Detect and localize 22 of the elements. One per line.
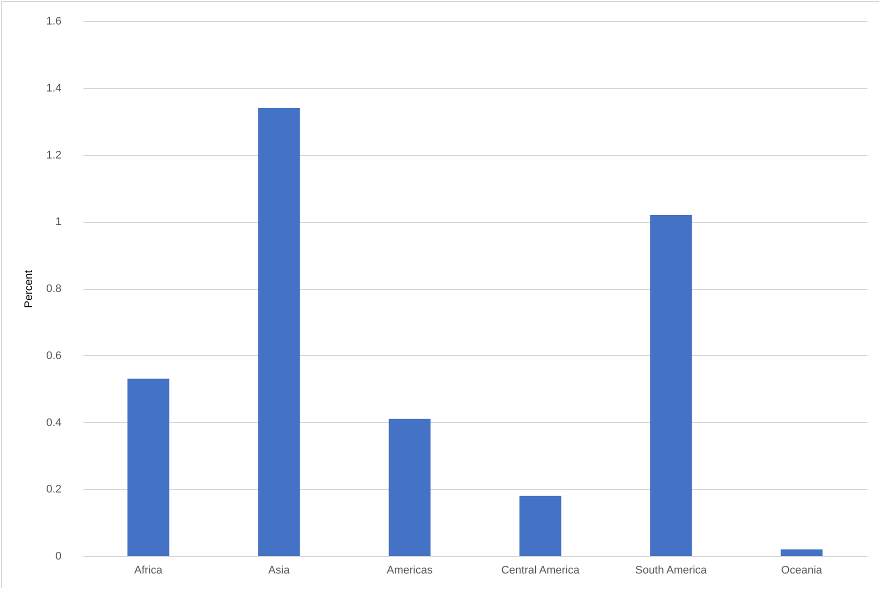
bar	[650, 214, 692, 556]
bar	[388, 418, 431, 556]
bar	[519, 496, 562, 556]
x-tick-label: Americas	[386, 564, 434, 576]
bar	[127, 378, 170, 556]
x-tick-label: Oceania	[781, 564, 824, 576]
y-tick-label: 0.2	[46, 484, 62, 496]
y-tick-label: 1.4	[46, 82, 62, 94]
y-tick-label: 0.4	[46, 416, 62, 429]
y-tick-label: 1.6	[46, 16, 62, 28]
x-tick-label: Central America	[501, 564, 580, 576]
bar	[258, 108, 300, 556]
x-tick-label: Asia	[268, 564, 291, 576]
y-tick-label: 0.6	[46, 350, 62, 362]
x-tick-label: South America	[635, 564, 708, 576]
y-tick-label: 0	[55, 550, 62, 562]
y-tick-label: 1.2	[46, 149, 62, 162]
x-tick-label: Africa	[134, 564, 164, 576]
y-tick-label: 1	[55, 216, 62, 228]
bar	[780, 549, 823, 556]
y-axis-title: Percent	[23, 270, 36, 308]
y-tick-label: 0.8	[46, 283, 62, 295]
